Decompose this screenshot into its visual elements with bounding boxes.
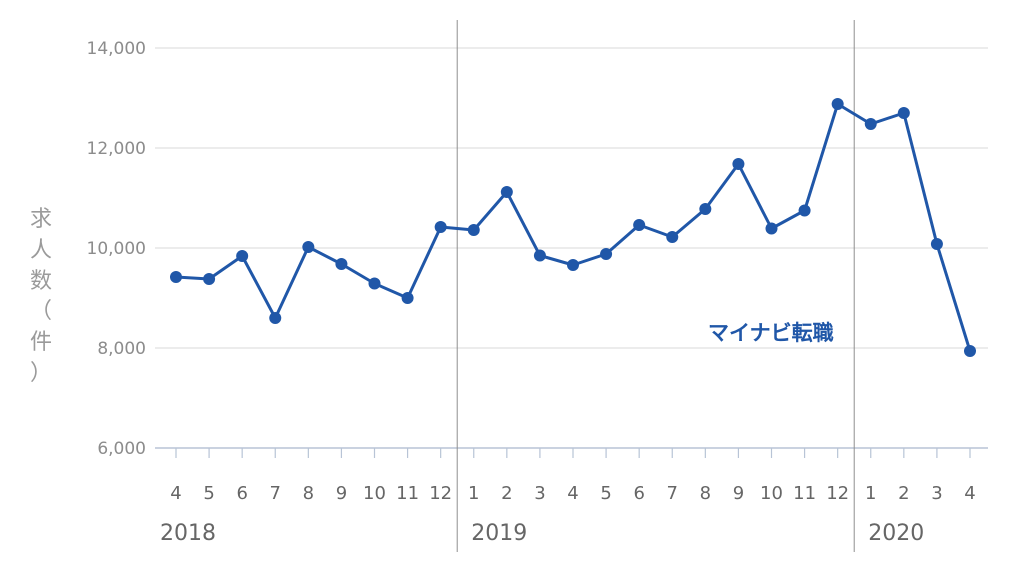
x-axis: 4 5 6 7 8 9 10 11 12 1 2 3 4 5 6 7 8 9 10 11 12 1 2 3 4 (170, 448, 976, 504)
y-axis-label-char: 人 (29, 237, 52, 263)
x-tick-label: 11 (793, 483, 816, 504)
x-tick-label: 12 (429, 483, 452, 504)
data-point (500, 186, 513, 198)
y-tick-label: 10,000 (87, 239, 146, 259)
series-label: マイナビ転職 (708, 321, 834, 345)
data-point (765, 222, 778, 235)
x-tick-label: 1 (468, 483, 479, 504)
y-tick-label: 8,000 (97, 339, 146, 359)
y-axis-tick-labels: 6,000 8,000 10,000 12,000 14,000 (87, 39, 146, 459)
series-labels: マイナビ転職 (708, 321, 834, 345)
y-axis-label-char: 求 (29, 207, 52, 232)
x-tick-label: 8 (303, 483, 314, 504)
data-point (368, 277, 381, 290)
series-points (170, 98, 976, 357)
y-axis-label: 求人数 （ 件 ） (26, 205, 56, 390)
data-point (335, 258, 348, 270)
x-tick-label: 5 (203, 483, 214, 504)
x-tick-label: 3 (534, 483, 545, 504)
x-tick-label: 4 (567, 483, 578, 504)
x-tick-label: 8 (700, 483, 711, 504)
y-tick-label: 14,000 (87, 39, 146, 59)
x-tick-label: 12 (826, 483, 849, 504)
x-tick-label: 7 (270, 483, 281, 504)
y-tick-label: 6,000 (97, 439, 146, 459)
x-tick-label: 10 (363, 483, 386, 504)
y-axis-label-char: ） (29, 360, 52, 386)
x-tick-label: 5 (600, 483, 611, 504)
data-point (633, 219, 646, 231)
y-axis-label-char: 数 (29, 268, 52, 294)
data-point (864, 118, 877, 130)
grid-lines (155, 47, 988, 449)
y-axis-label-char: 件 (29, 330, 52, 356)
year-label: 2018 (160, 521, 216, 546)
x-tick-label: 6 (236, 483, 247, 504)
data-point (533, 249, 546, 262)
data-point (600, 248, 613, 260)
data-point (170, 271, 182, 283)
data-point (236, 250, 249, 262)
x-tick-label: 2 (898, 483, 909, 504)
year-dividers: 2018 2019 2020 (160, 20, 924, 552)
x-tick-label: 10 (760, 483, 783, 504)
series-line (175, 102, 972, 352)
data-point (269, 312, 282, 324)
y-axis-label-char: （ (29, 299, 52, 325)
year-label: 2020 (868, 521, 924, 546)
x-tick-label: 1 (865, 483, 876, 504)
data-point (567, 259, 579, 271)
x-tick-label: 4 (964, 483, 975, 504)
data-point (964, 345, 976, 357)
data-point (467, 224, 480, 236)
year-label: 2019 (471, 521, 527, 546)
x-tick-label: 4 (170, 483, 181, 504)
data-point (897, 107, 910, 119)
data-point (203, 273, 216, 285)
data-point (434, 221, 447, 233)
x-tick-label: 2 (501, 483, 512, 504)
data-point (798, 204, 811, 217)
x-tick-label: 9 (336, 483, 347, 504)
y-tick-label: 12,000 (87, 139, 146, 159)
x-tick-label: 7 (667, 483, 678, 504)
x-tick-label: 9 (733, 483, 744, 504)
x-tick-label: 11 (396, 483, 419, 504)
data-point (699, 203, 712, 215)
data-point (831, 98, 844, 110)
series-lines (175, 102, 972, 352)
data-point (666, 231, 679, 243)
data-point (302, 241, 315, 253)
data-point (401, 292, 414, 304)
data-point (930, 238, 943, 250)
x-tick-label: 3 (931, 483, 942, 504)
data-point (732, 158, 745, 170)
x-tick-label: 6 (633, 483, 644, 504)
